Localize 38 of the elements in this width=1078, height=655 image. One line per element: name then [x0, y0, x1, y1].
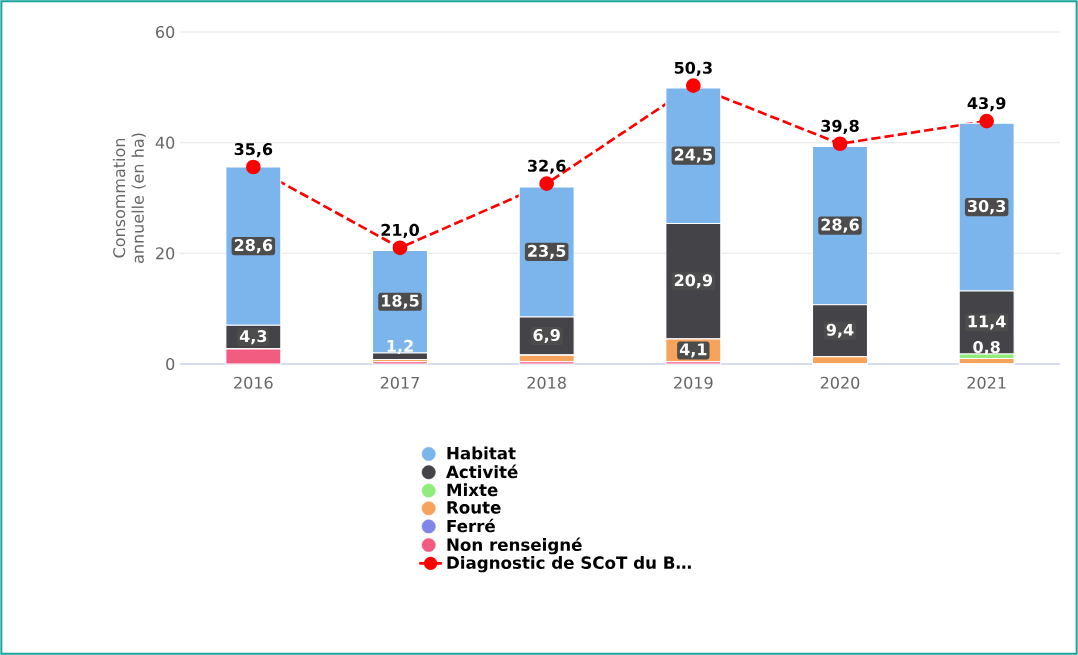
- data-label: 39,8: [821, 119, 859, 134]
- x-tick-label: 2017: [380, 376, 419, 389]
- data-label: 4,1: [679, 343, 707, 358]
- y-axis-title: Consommation annuelle (en ha): [112, 133, 146, 263]
- y-tick-label: 40: [155, 136, 175, 149]
- x-tick-label: 2020: [820, 376, 860, 389]
- data-label: 30,3: [967, 200, 1006, 215]
- data-label: 20,9: [674, 274, 713, 289]
- data-label: 9,4: [826, 323, 854, 338]
- data-label: 23,5: [528, 244, 566, 260]
- legend-label: Route: [447, 501, 501, 514]
- legend-label: Mixte: [447, 483, 498, 497]
- data-label: 35,6: [234, 143, 273, 158]
- x-tick-label: 2019: [674, 376, 713, 389]
- x-tick-label: 2021: [967, 376, 1006, 389]
- legend-label: Activité: [446, 464, 518, 479]
- data-label: 6,9: [533, 328, 560, 344]
- legend-label: Habitat: [447, 446, 516, 460]
- data-label: 43,9: [967, 97, 1006, 112]
- y-tick-label: 60: [156, 25, 175, 39]
- data-label: 24,5: [674, 148, 712, 163]
- data-label: 1,2: [387, 339, 413, 354]
- y-tick-label: 0: [166, 357, 175, 371]
- data-label: 11,4: [968, 315, 1006, 330]
- legend-label: Ferré: [447, 518, 495, 533]
- x-tick-label: 2016: [234, 376, 273, 389]
- data-label: 28,6: [234, 239, 273, 254]
- data-label: 21,0: [381, 223, 419, 239]
- data-label: 0,8: [973, 340, 1000, 356]
- data-label: 28,6: [821, 218, 859, 233]
- legend-label: Diagnostic de SCoT du B…: [447, 556, 691, 573]
- data-label: 18,5: [382, 294, 419, 309]
- y-tick-label: 20: [156, 247, 175, 260]
- legend-label: Non renseigné: [447, 537, 582, 555]
- data-label: 50,3: [674, 61, 712, 76]
- x-tick-label: 2018: [527, 376, 566, 389]
- data-label: 32,6: [527, 159, 566, 174]
- data-label: 4,3: [239, 330, 267, 345]
